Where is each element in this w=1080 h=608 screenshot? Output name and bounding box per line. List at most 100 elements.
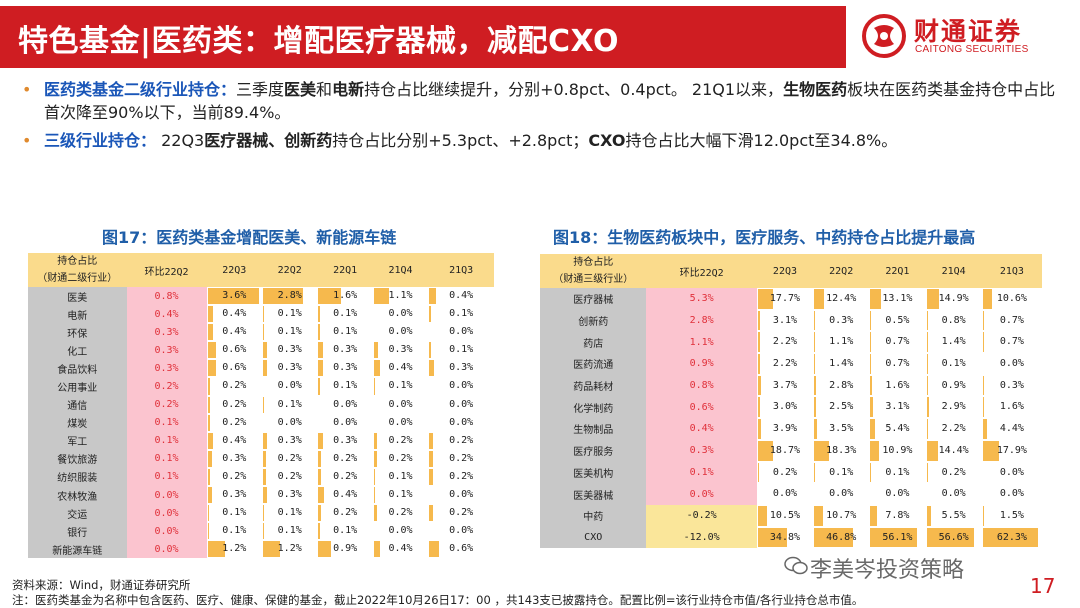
data-bar (757, 440, 774, 461)
data-label: 0.1% (222, 525, 247, 537)
data-label: 0.2% (333, 470, 358, 482)
data-label: 10.5% (769, 509, 801, 521)
data-label: 0.1% (333, 308, 358, 320)
data-bar (870, 440, 880, 461)
table-row: 生物制品 0.4% 3.9% 3.5% 5.4% 2.2% 4.4% (540, 418, 1042, 440)
value-cell: 5.4% (869, 418, 925, 440)
value-cell: 0.2% (428, 468, 494, 486)
data-label: 10.7% (826, 509, 857, 521)
data-bar (814, 397, 817, 418)
value-cell: 1.4% (926, 331, 982, 353)
bullet-body: 22Q3医疗器械、创新药持仓占比分别+5.3pct、+2.8pct；CXO持仓占… (156, 131, 897, 150)
data-label: 0.0% (885, 488, 910, 500)
data-label: 0.6% (222, 362, 247, 374)
data-label: 0.0% (388, 308, 413, 320)
value-cell: 0.0% (373, 522, 428, 540)
slide-header: 特色基金|医药类：增配医疗器械，减配CXO 财通证券 CAITONG SECUR… (0, 0, 1080, 74)
value-cell: 0.3% (207, 450, 262, 468)
data-label: 1.4% (829, 358, 854, 370)
data-bar (757, 354, 760, 374)
value-cell: 0.4% (207, 323, 262, 341)
data-label: 2.8% (829, 379, 854, 391)
value-cell: 1.5% (982, 505, 1042, 527)
value-cell: 0.1% (428, 305, 494, 323)
value-cell: 7.8% (869, 505, 925, 527)
value-cell: 10.7% (813, 505, 869, 527)
data-label: 18.3% (826, 444, 857, 456)
data-bar (373, 450, 377, 467)
data-label: 0.0% (449, 489, 474, 501)
value-cell: 0.2% (926, 462, 982, 484)
data-bar (373, 288, 390, 305)
figure-17-table: 持仓占比 （财通二级行业） 环比22Q2 22Q3 22Q2 22Q1 21Q4 21Q3 医美… (28, 253, 494, 559)
data-label: 0.4% (333, 489, 358, 501)
definition-note: 注：医药类基金为名称中包含医药、医疗、健康、保健的基金，截止2022年10月26… (12, 593, 864, 607)
value-cell: 0.0% (428, 323, 494, 341)
bullet-text-segment: 22Q3 (156, 131, 205, 150)
data-bar (926, 375, 928, 396)
value-cell: 1.6% (317, 287, 372, 305)
logo-english-name: CAITONG SECURITIES (915, 44, 1029, 55)
value-cell: 0.0% (428, 396, 494, 414)
value-cell: 10.5% (757, 505, 813, 527)
data-label: 2.9% (941, 401, 966, 413)
bullet-heading: 医药类基金二级行业持仓： (44, 80, 237, 99)
data-label: 0.0% (333, 398, 358, 410)
data-bar (263, 450, 266, 467)
table-row: 纺织服装 0.1% 0.2% 0.2% 0.2% 0.1% 0.2% (28, 467, 494, 487)
value-cell: 0.0% (926, 483, 982, 505)
data-bar (263, 541, 280, 558)
value-cell: 0.1% (373, 468, 428, 486)
data-label: 10.6% (996, 293, 1027, 304)
value-cell: 0.3% (982, 375, 1042, 397)
change-cell: 0.0% (126, 486, 207, 505)
data-label: 0.1% (277, 525, 302, 537)
data-label: 2.8% (277, 290, 302, 301)
value-cell: 0.2% (428, 450, 494, 468)
value-cell: 0.7% (869, 331, 925, 353)
value-cell: 0.4% (373, 359, 428, 377)
change-cell: 2.8% (646, 309, 757, 332)
title-bar: 特色基金|医药类：增配医疗器械，减配CXO (0, 6, 846, 68)
value-cell: 2.2% (757, 331, 813, 353)
data-bar (318, 432, 323, 449)
value-cell: 3.1% (869, 396, 925, 418)
company-logo: 财通证券 CAITONG SECURITIES (858, 8, 1068, 64)
data-bar (429, 306, 431, 323)
data-label: 0.0% (449, 380, 474, 392)
change-cell: 0.0% (646, 483, 757, 505)
data-bar (318, 360, 323, 377)
table-row: 军工 0.1% 0.4% 0.3% 0.3% 0.2% 0.2% (28, 431, 494, 450)
table-header-label: 持仓占比 （财通三级行业） (540, 254, 647, 288)
data-label: 0.3% (333, 344, 358, 356)
data-bar (263, 468, 266, 486)
table-row: 中药 -0.2% 10.5% 10.7% 7.8% 5.5% 1.5% (540, 504, 1042, 527)
data-bar (926, 419, 929, 439)
change-cell: 0.3% (126, 323, 207, 342)
data-bar (373, 378, 376, 395)
value-cell: 0.2% (262, 450, 317, 468)
data-bar (926, 505, 932, 526)
change-cell: 0.0% (126, 504, 207, 523)
data-bar (982, 505, 985, 526)
data-label: 14.4% (938, 444, 969, 456)
value-cell: 0.0% (757, 483, 813, 505)
table-row: 化工 0.3% 0.6% 0.3% 0.3% 0.3% 0.1% (28, 341, 494, 360)
data-label: 56.6% (938, 531, 969, 543)
data-label: 0.9% (333, 543, 358, 555)
table-row: 通信 0.2% 0.2% 0.1% 0.0% 0.0% 0.0% (28, 395, 494, 414)
data-bar (373, 487, 376, 504)
data-bar (982, 397, 985, 418)
data-label: 0.8% (941, 314, 966, 326)
data-bar (429, 360, 435, 377)
value-cell: 0.0% (428, 522, 494, 540)
data-label: 14.9% (938, 293, 969, 304)
value-cell: 3.7% (757, 375, 813, 397)
value-cell: 0.9% (317, 540, 372, 558)
row-label: 中药 (540, 504, 647, 527)
data-label: 0.4% (222, 434, 247, 446)
data-bar (207, 342, 217, 359)
table-row: 交运 0.0% 0.1% 0.1% 0.2% 0.2% 0.2% (28, 504, 494, 523)
table-row: 餐饮旅游 0.1% 0.3% 0.2% 0.2% 0.2% 0.2% (28, 449, 494, 468)
data-label: 0.1% (388, 470, 413, 482)
